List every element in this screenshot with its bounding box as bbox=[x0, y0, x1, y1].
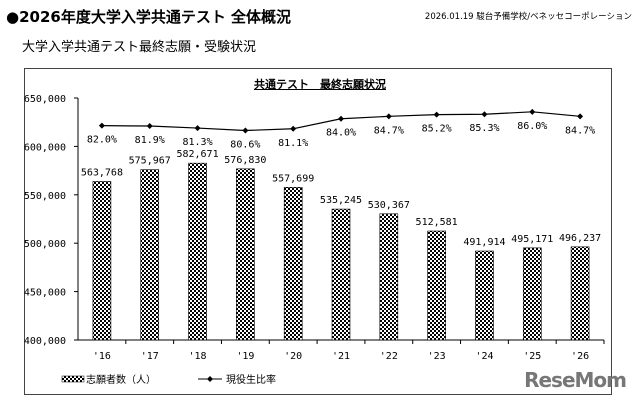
x-tick-label: '24 bbox=[475, 351, 493, 362]
bar bbox=[522, 247, 542, 341]
line-label: 84.7% bbox=[374, 125, 404, 136]
x-tick-label: '17 bbox=[141, 351, 159, 362]
bar bbox=[475, 250, 494, 341]
y-tick-label: 550,000 bbox=[24, 191, 66, 202]
bar bbox=[188, 162, 207, 341]
y-tick-label: 400,000 bbox=[24, 336, 66, 347]
legend-line-label: 現役生比率 bbox=[226, 373, 276, 386]
bar-label: 495,171 bbox=[511, 234, 553, 245]
y-tick-label: 650,000 bbox=[24, 94, 66, 105]
line-marker bbox=[481, 111, 488, 118]
x-tick-label: '20 bbox=[284, 351, 302, 362]
line-marker bbox=[577, 113, 584, 120]
line-label: 82.0% bbox=[87, 135, 117, 146]
line-label: 86.0% bbox=[517, 121, 547, 132]
line-marker bbox=[242, 127, 249, 134]
y-tick-label: 500,000 bbox=[24, 239, 66, 250]
bar-label: 557,699 bbox=[272, 173, 314, 184]
bar-label: 582,671 bbox=[176, 149, 218, 160]
x-tick-label: '26 bbox=[571, 351, 589, 362]
chart-title: 共通テスト 最終志願状況 bbox=[254, 78, 386, 91]
bar-label: 563,768 bbox=[81, 167, 123, 178]
line-marker bbox=[290, 125, 297, 132]
bar-label: 576,830 bbox=[224, 155, 266, 166]
x-tick-label: '18 bbox=[189, 351, 207, 362]
chart-frame bbox=[24, 68, 612, 395]
bar-label: 535,245 bbox=[320, 195, 362, 206]
legend-bar-swatch bbox=[61, 375, 85, 383]
line-marker bbox=[433, 111, 440, 118]
x-tick-label: '25 bbox=[523, 351, 541, 362]
x-tick-label: '19 bbox=[236, 351, 254, 362]
line-marker bbox=[98, 122, 105, 129]
line-label: 81.1% bbox=[278, 138, 308, 149]
x-tick-label: '16 bbox=[93, 351, 111, 362]
legend-line-marker bbox=[207, 376, 213, 382]
source-text: 2026.01.19 駿台予備学校/ベネッセコーポレーション bbox=[424, 12, 632, 22]
line-marker bbox=[338, 115, 344, 122]
line-label: 85.2% bbox=[422, 124, 452, 135]
bar bbox=[283, 187, 303, 341]
line-label: 81.3% bbox=[182, 137, 212, 148]
bar bbox=[331, 208, 351, 341]
bar-label: 496,237 bbox=[559, 233, 601, 244]
bar-label: 512,581 bbox=[416, 217, 458, 228]
line-label: 84.7% bbox=[565, 125, 595, 136]
bar-label: 491,914 bbox=[463, 237, 505, 248]
bar bbox=[236, 168, 255, 341]
bar bbox=[379, 213, 399, 341]
line-label: 85.3% bbox=[469, 123, 499, 134]
resemom-logo: ReseMom bbox=[524, 368, 627, 392]
bar bbox=[427, 230, 446, 341]
bar bbox=[140, 169, 160, 341]
line-marker bbox=[146, 123, 153, 130]
x-tick-label: '22 bbox=[380, 351, 398, 362]
legend-bar-label: 志願者数（人） bbox=[86, 373, 156, 386]
line-label: 84.0% bbox=[326, 128, 356, 139]
line-marker bbox=[194, 125, 201, 132]
line-label: 80.6% bbox=[230, 139, 260, 150]
bar-label: 530,367 bbox=[368, 200, 410, 211]
x-tick-label: '23 bbox=[428, 351, 446, 362]
x-tick-label: '21 bbox=[332, 351, 350, 362]
y-tick-label: 450,000 bbox=[24, 288, 66, 299]
line-marker bbox=[529, 108, 536, 115]
bar bbox=[570, 246, 590, 341]
bar bbox=[92, 181, 112, 341]
page-title: ●2026年度大学入学共通テスト 全体概況 bbox=[6, 8, 292, 26]
subtitle: 大学入学共通テスト最終志願・受験状況 bbox=[22, 40, 257, 55]
bar-label: 575,967 bbox=[129, 156, 171, 167]
y-tick-label: 600,000 bbox=[24, 142, 66, 153]
line-label: 81.9% bbox=[135, 135, 165, 146]
line-marker bbox=[385, 113, 392, 120]
